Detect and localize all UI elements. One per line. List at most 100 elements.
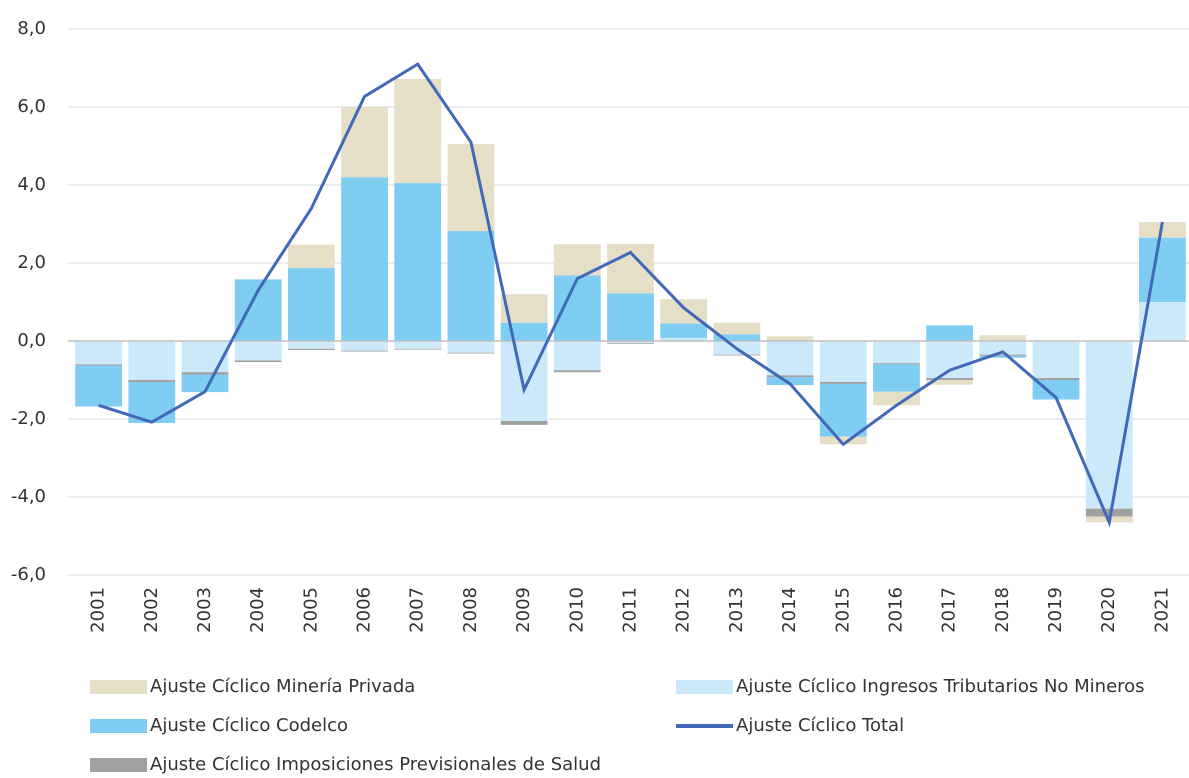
bar-segment xyxy=(766,377,814,386)
x-tick-label: 2014 xyxy=(779,587,800,633)
bar-segment xyxy=(287,244,335,269)
bar-segment xyxy=(75,341,122,365)
bar-segment xyxy=(181,341,229,373)
legend-label: Ajuste Cíclico Codelco xyxy=(150,715,348,736)
bar-segment xyxy=(713,322,761,335)
y-tick-label: 8,0 xyxy=(17,18,46,39)
bar-segment xyxy=(1139,237,1186,302)
bar-segment xyxy=(287,341,335,349)
bar-segment xyxy=(607,341,654,343)
bar-segment xyxy=(181,374,229,393)
x-tick-label: 2012 xyxy=(673,587,694,633)
bar-segment xyxy=(287,268,335,341)
x-tick-label: 2005 xyxy=(300,587,321,633)
legend-swatch xyxy=(90,719,147,733)
bar-segment xyxy=(234,360,282,363)
y-tick-label: -2,0 xyxy=(11,408,46,429)
x-tick-label: 2017 xyxy=(939,587,960,633)
bar-segment xyxy=(979,341,1027,355)
bar-segment xyxy=(766,375,814,378)
bar-segment xyxy=(341,177,388,341)
x-tick-label: 2006 xyxy=(354,587,375,633)
y-tick-label: -6,0 xyxy=(11,564,46,585)
bar-segment xyxy=(447,352,495,354)
x-tick-label: 2003 xyxy=(194,587,215,633)
bar-segment xyxy=(341,341,388,351)
x-tick-label: 2013 xyxy=(726,587,747,633)
bar-segment xyxy=(394,341,442,349)
bar-segment xyxy=(553,370,601,373)
x-tick-label: 2020 xyxy=(1098,587,1119,633)
bar-segment xyxy=(926,380,974,385)
bar-segment xyxy=(394,78,442,184)
legend-swatch xyxy=(90,680,147,694)
y-tick-label: 4,0 xyxy=(17,174,46,195)
bar-segment xyxy=(553,275,601,341)
bar-segment xyxy=(660,337,708,341)
bar-segment xyxy=(1032,341,1080,379)
bar-segment xyxy=(660,323,708,338)
bar-segment xyxy=(287,348,335,350)
bar-segment xyxy=(341,350,388,352)
bar-segment xyxy=(873,363,920,365)
bar-segment xyxy=(926,378,974,380)
x-tick-label: 2009 xyxy=(513,587,534,633)
bar-segment xyxy=(500,420,548,425)
bar-segment xyxy=(979,335,1027,341)
bar-segment xyxy=(1032,378,1080,380)
y-tick-label: 0,0 xyxy=(17,330,46,351)
bar-segment xyxy=(394,348,442,350)
x-tick-label: 2007 xyxy=(407,587,428,633)
x-tick-label: 2002 xyxy=(141,587,162,633)
bar-segment xyxy=(394,183,442,341)
y-tick-label: -4,0 xyxy=(11,486,46,507)
bar-segment xyxy=(819,341,867,382)
bar-segment xyxy=(926,341,974,379)
x-tick-label: 2018 xyxy=(992,587,1013,633)
x-tick-label: 2015 xyxy=(832,587,853,633)
bar-segment xyxy=(766,341,814,376)
bar-segment xyxy=(819,436,867,445)
bar-segment xyxy=(1032,380,1080,400)
x-tick-label: 2019 xyxy=(1045,587,1066,633)
x-tick-label: 2001 xyxy=(88,587,109,633)
bar-segment xyxy=(766,336,814,341)
y-tick-label: 2,0 xyxy=(17,252,46,273)
bar-segment xyxy=(713,354,761,356)
bar-segment xyxy=(553,341,601,371)
x-tick-label: 2008 xyxy=(460,587,481,633)
bar-segment xyxy=(75,364,122,366)
bar-segment xyxy=(607,342,654,344)
bar-segment xyxy=(234,341,282,361)
x-tick-label: 2004 xyxy=(247,587,268,633)
bar-segment xyxy=(1085,508,1133,517)
x-tick-label: 2016 xyxy=(885,587,906,633)
bar-segment xyxy=(979,355,1027,358)
bar-segment xyxy=(873,364,920,392)
bar-segment xyxy=(713,334,761,341)
bar-segment xyxy=(873,391,920,406)
legend-swatch xyxy=(90,758,147,772)
bar-segment xyxy=(128,341,176,380)
bar-segment xyxy=(1085,341,1133,509)
legend-label: Ajuste Cíclico Imposiciones Previsionale… xyxy=(150,754,601,775)
bar-segment xyxy=(926,325,974,341)
bar-segment xyxy=(447,231,495,341)
legend-swatch xyxy=(676,680,733,694)
legend-label: Ajuste Cíclico Total xyxy=(736,715,904,736)
y-tick-label: 6,0 xyxy=(17,96,46,117)
x-tick-label: 2010 xyxy=(566,587,587,633)
total-line xyxy=(98,62,1164,528)
bar-segment xyxy=(979,354,1027,356)
bar-segment xyxy=(819,381,867,384)
x-tick-label: 2011 xyxy=(620,587,641,633)
bar-segment xyxy=(500,322,548,341)
bar-segment xyxy=(181,372,229,375)
bar-segment xyxy=(873,341,920,364)
legend-label: Ajuste Cíclico Ingresos Tributarios No M… xyxy=(736,676,1145,697)
legend-label: Ajuste Cíclico Minería Privada xyxy=(150,676,415,697)
bar-segment xyxy=(75,365,122,407)
bar-segment xyxy=(128,380,176,382)
bar-segment xyxy=(819,383,867,437)
